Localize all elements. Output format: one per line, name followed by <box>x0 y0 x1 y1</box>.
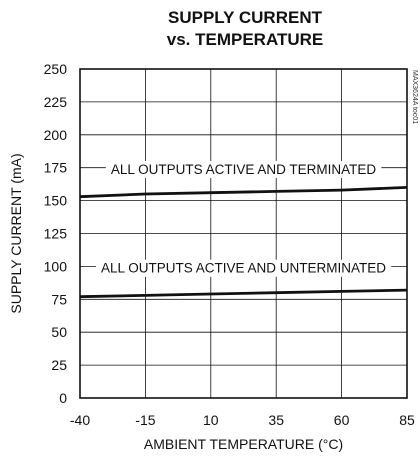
y-tick-label: 75 <box>51 291 67 307</box>
x-tick-label: 85 <box>399 412 415 428</box>
y-tick-label: 150 <box>44 193 68 209</box>
annotations: ALL OUTPUTS ACTIVE AND TERMINATED ALL OUT… <box>96 161 391 277</box>
x-tick-labels: -40 -15 10 35 60 85 <box>70 412 415 428</box>
annotation-label-1: ALL OUTPUTS ACTIVE AND UNTERMINATED <box>101 261 386 276</box>
grid <box>80 69 407 398</box>
series-lines <box>80 187 407 296</box>
y-tick-label: 50 <box>51 324 67 340</box>
x-tick-label: 60 <box>334 412 350 428</box>
x-tick-label: 35 <box>268 412 284 428</box>
y-tick-label: 200 <box>44 127 68 143</box>
y-tick-label: 175 <box>44 160 68 176</box>
figure-code: MAX3624A toc01 <box>411 70 418 124</box>
x-tick-label: -15 <box>135 412 155 428</box>
x-tick-label: 10 <box>203 412 219 428</box>
x-axis-label: AMBIENT TEMPERATURE (°C) <box>144 436 343 452</box>
series-line-1 <box>80 290 407 297</box>
y-tick-label: 25 <box>51 357 67 373</box>
annotation-label-0: ALL OUTPUTS ACTIVE AND TERMINATED <box>111 162 377 177</box>
y-tick-label: 100 <box>44 258 68 274</box>
y-tick-label: 250 <box>44 61 68 77</box>
y-tick-label: 125 <box>44 226 68 242</box>
y-tick-label: 225 <box>44 94 68 110</box>
series-line-0 <box>80 187 407 196</box>
chart-title-line-1: SUPPLY CURRENT <box>168 8 323 27</box>
y-axis-label: SUPPLY CURRENT (mA) <box>8 153 24 313</box>
x-tick-label: -40 <box>70 412 90 428</box>
y-tick-label: 0 <box>59 390 67 406</box>
y-tick-labels: 0 25 50 75 100 125 150 175 200 225 250 <box>44 61 68 406</box>
chart-title-line-2: vs. TEMPERATURE <box>167 30 324 49</box>
